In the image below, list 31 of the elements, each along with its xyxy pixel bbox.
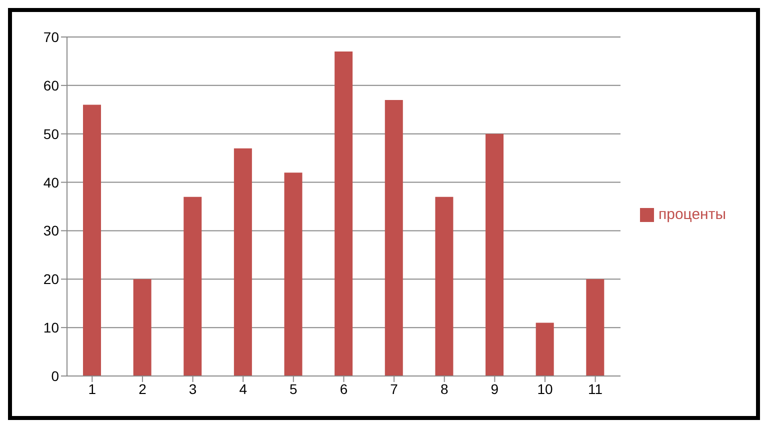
bar xyxy=(83,104,101,376)
y-tick-label: 0 xyxy=(51,368,60,384)
y-tick-label: 10 xyxy=(43,320,60,336)
x-tick-label: 6 xyxy=(340,380,348,397)
x-tick-label: 11 xyxy=(588,380,603,397)
y-tick-label: 20 xyxy=(43,271,60,288)
x-tick-label: 4 xyxy=(239,380,248,397)
x-tick-label: 10 xyxy=(537,380,554,397)
legend-label: проценты xyxy=(658,206,726,222)
x-tick-label: 5 xyxy=(290,380,298,397)
y-tick-label: 40 xyxy=(43,174,60,190)
bar xyxy=(284,172,302,376)
bar xyxy=(234,148,252,376)
x-tick-label: 9 xyxy=(490,380,499,397)
x-tick-label: 3 xyxy=(188,380,197,397)
bar xyxy=(384,100,403,376)
bar xyxy=(536,322,554,376)
x-tick-label: 1 xyxy=(88,380,96,397)
bar xyxy=(435,196,454,376)
y-tick-label: 70 xyxy=(43,28,60,45)
x-tick-label: 7 xyxy=(390,380,398,397)
x-tick-label: 8 xyxy=(440,380,448,397)
bar xyxy=(133,279,152,376)
y-tick-label: 60 xyxy=(43,77,60,94)
bar xyxy=(334,52,353,376)
bar xyxy=(184,196,202,376)
bar xyxy=(586,279,604,376)
x-tick-label: 2 xyxy=(138,380,147,397)
y-tick-label: 30 xyxy=(43,222,60,239)
y-tick-label: 50 xyxy=(43,126,60,142)
bar xyxy=(486,134,504,376)
